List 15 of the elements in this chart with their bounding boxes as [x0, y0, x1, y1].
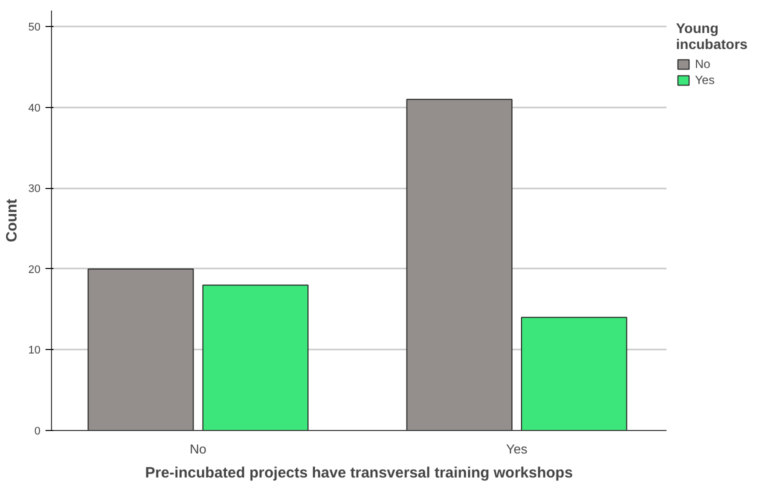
- bar: [521, 316, 628, 430]
- y-tick-label: 10: [28, 344, 41, 357]
- y-tick-label: 20: [28, 264, 41, 276]
- y-tick-label: 30: [28, 183, 41, 196]
- x-axis-title: Pre-incubated projects have transversal training workshops: [145, 464, 573, 482]
- bar: [202, 284, 309, 430]
- legend-label: No: [695, 57, 712, 71]
- y-axis-title: Count: [3, 198, 20, 242]
- legend-title: Young incubators: [676, 20, 748, 52]
- legend-label: Yes: [695, 73, 715, 87]
- bar: [88, 268, 194, 430]
- y-tick-label: 40: [28, 102, 41, 114]
- y-tick-label: 0: [34, 426, 41, 438]
- y-tick-label: 50: [28, 22, 41, 34]
- bar: [406, 98, 512, 430]
